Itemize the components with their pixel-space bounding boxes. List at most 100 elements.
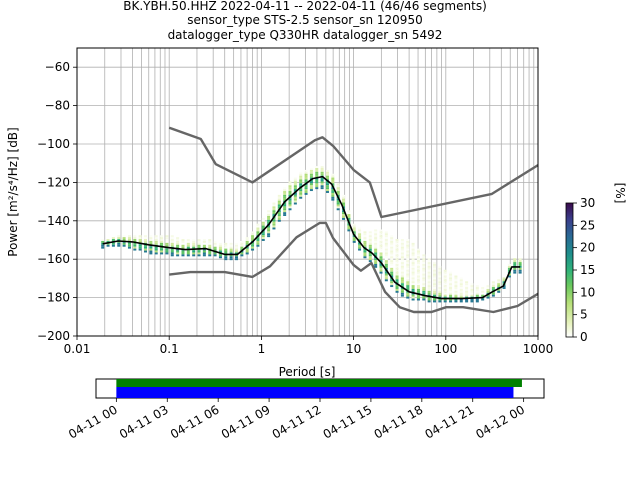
density-cell: [475, 288, 479, 291]
density-cell: [186, 252, 190, 255]
density-cell: [374, 240, 378, 243]
density-cell: [465, 285, 469, 288]
density-cell: [122, 239, 126, 241]
density-cell: [400, 240, 404, 243]
density-cell: [433, 281, 437, 284]
density-cell: [449, 292, 453, 295]
density-cell: [347, 227, 351, 230]
density-cell: [117, 237, 121, 240]
density-cell: [438, 269, 442, 272]
density-cell: [299, 171, 303, 174]
density-cell: [213, 240, 217, 243]
density-cell: [513, 264, 517, 266]
density-cell: [513, 269, 517, 272]
density-cell: [416, 258, 420, 261]
density-cell: [384, 254, 388, 257]
density-cell: [293, 181, 297, 184]
coverage-tick-label: 04-11 21: [423, 402, 477, 441]
density-cell: [315, 181, 319, 184]
colorbar-ticks: 0 5 10 15 20 25 30: [573, 196, 595, 344]
density-cell: [384, 264, 388, 266]
density-cell: [422, 269, 426, 272]
density-cell: [197, 252, 201, 255]
density-cell: [309, 181, 313, 184]
density-cell: [518, 265, 522, 268]
density-cell: [127, 244, 131, 247]
density-cell: [433, 265, 437, 268]
y-tick-label: −80: [45, 99, 70, 113]
density-cell: [438, 271, 442, 274]
density-cell: [218, 244, 222, 247]
density-cell: [433, 279, 437, 282]
density-cell: [342, 196, 346, 199]
density-cell: [251, 233, 255, 236]
density-cell: [491, 288, 495, 291]
density-cell: [299, 183, 303, 186]
density-cell: [149, 246, 153, 249]
density-cell: [288, 181, 292, 184]
density-cell: [379, 267, 383, 270]
density-cell: [507, 264, 511, 266]
density-cell: [411, 287, 415, 289]
density-cell: [309, 187, 313, 190]
density-cell: [427, 273, 431, 276]
density-cell: [395, 256, 399, 259]
density-cell: [304, 192, 308, 195]
density-cell: [336, 191, 340, 193]
density-cell: [165, 242, 169, 245]
density-cell: [224, 244, 228, 247]
density-cell: [165, 248, 169, 251]
density-cell: [390, 256, 394, 259]
density-cell: [470, 294, 474, 297]
density-cell: [288, 202, 292, 205]
density-cell: [293, 194, 297, 197]
colorbar-tick-label: 25: [580, 218, 595, 232]
density-cell: [111, 237, 115, 240]
density-cell: [149, 250, 153, 253]
density-cell: [449, 285, 453, 288]
density-cell: [379, 265, 383, 268]
density-cell: [411, 273, 415, 276]
density-cell: [390, 269, 394, 272]
density-cell: [411, 246, 415, 249]
density-cell: [384, 231, 388, 234]
density-cell: [283, 212, 287, 215]
density-cell: [240, 246, 244, 249]
density-cell: [320, 177, 324, 180]
density-cell: [379, 256, 383, 259]
density-cell: [395, 267, 399, 270]
density-cell: [154, 246, 158, 249]
density-cell: [400, 273, 404, 276]
density-cell: [149, 252, 153, 255]
density-cell: [122, 237, 126, 240]
density-cell: [320, 173, 324, 176]
density-cell: [449, 298, 453, 301]
density-cell: [497, 283, 501, 286]
density-cell: [422, 256, 426, 259]
coverage-tick-label: 04-11 03: [117, 402, 171, 441]
density-cell: [229, 242, 233, 245]
density-cell: [299, 191, 303, 193]
density-cell: [443, 277, 447, 280]
density-cell: [208, 239, 212, 241]
density-cell: [272, 214, 276, 216]
density-cell: [427, 269, 431, 272]
density-cell: [379, 271, 383, 274]
density-cell: [234, 242, 238, 245]
coverage-tick-label: 04-11 12: [270, 402, 324, 441]
density-cell: [288, 191, 292, 193]
density-cell: [202, 250, 206, 253]
density-cell: [165, 240, 169, 243]
density-cell: [320, 169, 324, 172]
density-cell: [400, 281, 404, 284]
density-cell: [390, 244, 394, 247]
series-lines: [102, 126, 539, 314]
density-cell: [149, 239, 153, 241]
density-cell: [315, 185, 319, 188]
density-cell: [283, 189, 287, 192]
density-cell: [245, 239, 249, 241]
density-cell: [502, 279, 506, 282]
density-cell: [427, 260, 431, 263]
density-cell: [433, 271, 437, 274]
density-cell: [395, 254, 399, 257]
